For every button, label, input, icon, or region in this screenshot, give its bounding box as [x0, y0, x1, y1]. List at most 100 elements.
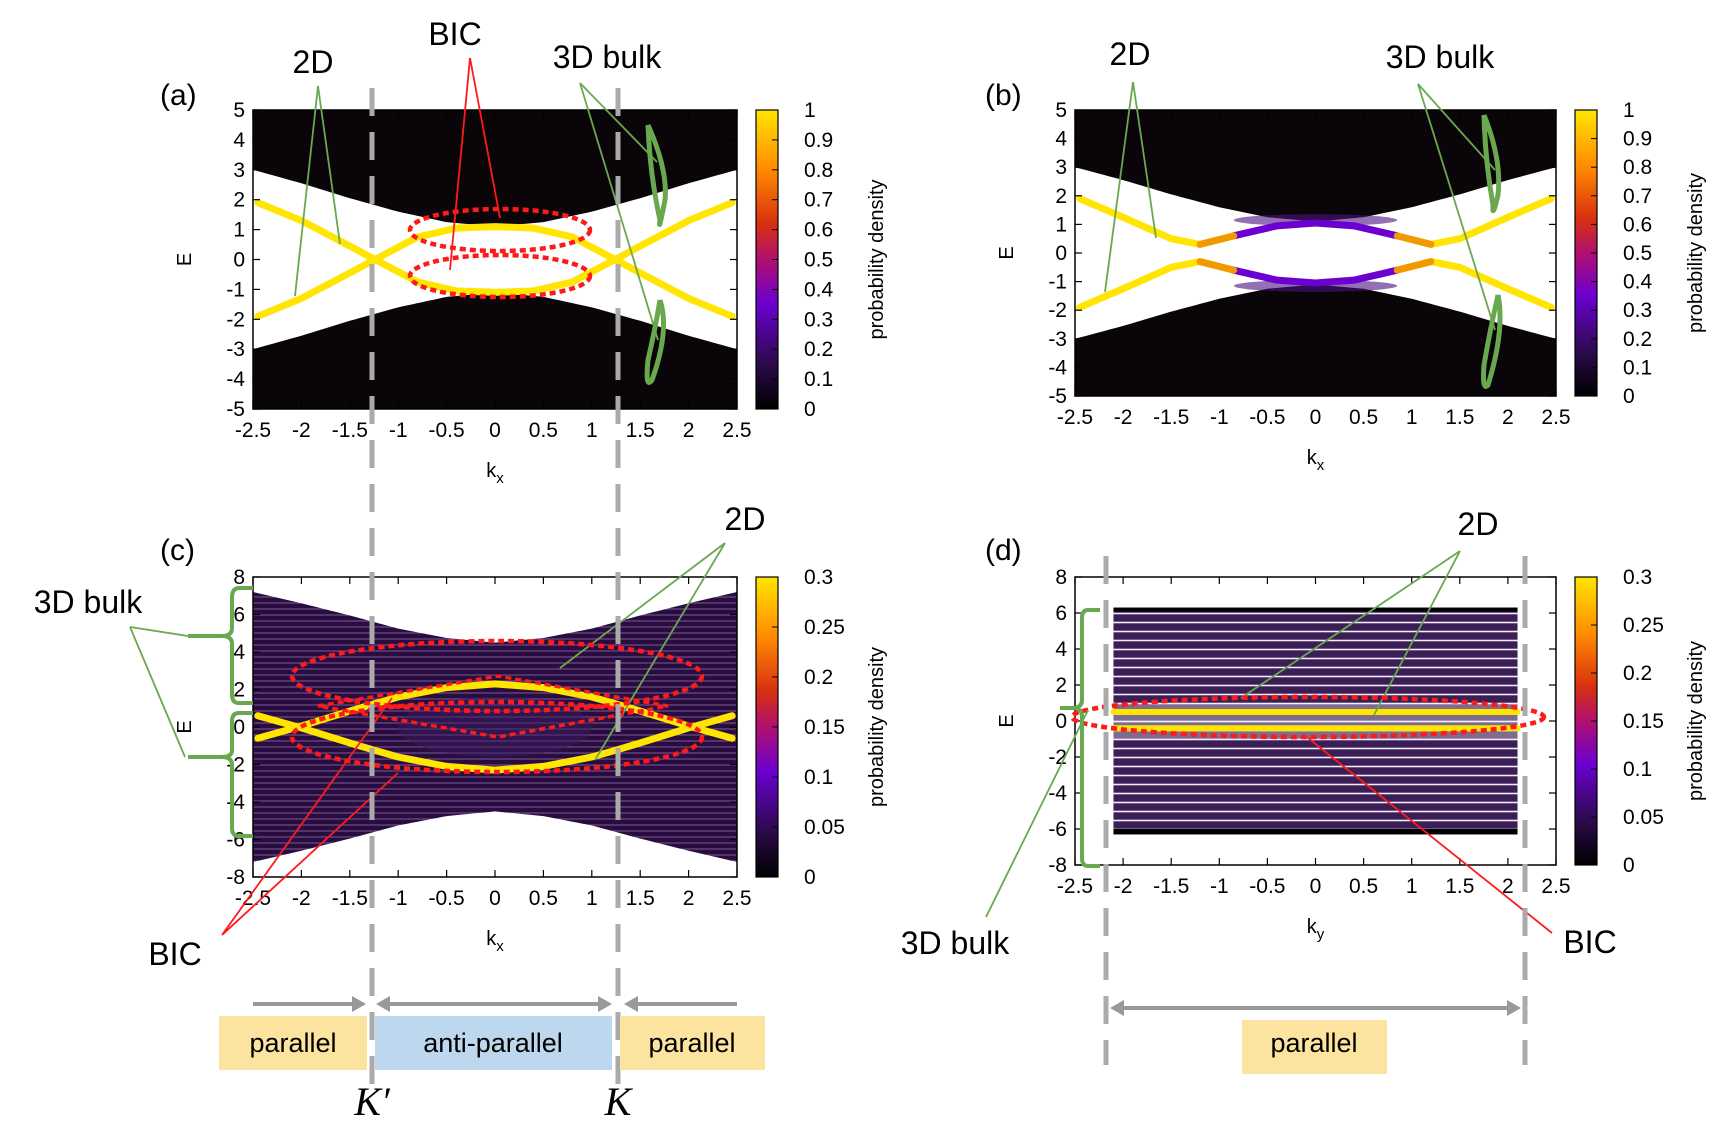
antiparallel-label: anti-parallel — [423, 1028, 563, 1058]
transition-0 — [1196, 232, 1238, 248]
x-tick-label: -2 — [1114, 875, 1133, 898]
bic-ellipse-a-lower — [407, 252, 593, 300]
colorbar-tick-label: 0 — [804, 866, 816, 889]
y-tick-label: 0 — [1055, 242, 1067, 265]
y-tick-label: 1 — [233, 219, 245, 242]
colorbar-tick-label: 0.6 — [804, 219, 833, 242]
y-tick-label: 1 — [1055, 213, 1067, 236]
y-tick-label: 0 — [1055, 710, 1067, 733]
colorbar-tick-label: 0.7 — [804, 189, 833, 212]
annotation-line — [559, 542, 726, 669]
region-arrows — [253, 996, 1521, 1016]
annotation-line — [129, 626, 186, 758]
x-tick-label: 0.5 — [1349, 875, 1378, 898]
colorbar-tick-label: 0 — [1623, 854, 1635, 877]
annotation-line — [1417, 83, 1496, 331]
y-tick-label: -4 — [226, 368, 245, 391]
annotation-line — [221, 772, 399, 936]
annotation-line — [579, 82, 658, 163]
y-tick-label: 4 — [1055, 638, 1067, 661]
panel-label-a: (a) — [160, 79, 197, 112]
x-tick-label: 0 — [489, 887, 501, 910]
k-label: K — [604, 1079, 634, 1121]
x-tick-label: 1.5 — [626, 419, 655, 442]
y-tick-label: 8 — [233, 566, 245, 589]
x-axis-label: kx — [486, 460, 504, 487]
y-tick-label: 5 — [1055, 99, 1067, 122]
y-tick-label: 4 — [233, 129, 245, 152]
x-tick-label: -2.5 — [1057, 875, 1093, 898]
colorbar-tick-label: 0.9 — [1623, 128, 1652, 151]
y-tick-label: -5 — [226, 398, 245, 421]
surface-curve-1 — [254, 199, 736, 320]
panel-label-d: (d) — [985, 534, 1022, 567]
annotation-line — [1307, 737, 1553, 934]
bulk-bottom-edge — [1113, 829, 1518, 835]
bracket-b-lower — [1481, 294, 1503, 389]
x-tick-label: 2 — [1502, 875, 1514, 898]
surface-curve-2 — [1076, 258, 1238, 311]
x-tick-label: -2.5 — [235, 419, 271, 442]
surface-curve-4 — [1230, 219, 1401, 240]
y-axis-label: E — [174, 253, 196, 266]
x-tick-label: -1.5 — [1153, 406, 1189, 429]
x-tick-label: 2.5 — [1541, 406, 1570, 429]
y-tick-label: -6 — [1048, 818, 1067, 841]
y-tick-label: -6 — [226, 829, 245, 852]
x-tick-label: -1.5 — [332, 887, 368, 910]
x-tick-label: -1 — [1210, 406, 1229, 429]
bulk-region — [1113, 607, 1518, 835]
bracket-a-lower — [644, 299, 667, 385]
colorbar-tick-label: 0.3 — [804, 308, 833, 331]
y-tick-label: 4 — [1055, 128, 1067, 151]
colorbar-tick-label: 0.15 — [804, 716, 845, 739]
colorbar-tick-label: 1 — [1623, 99, 1635, 122]
annotation-3dbulk-b: 3D bulk — [1386, 39, 1496, 75]
annotation-2d-c: 2D — [725, 501, 766, 537]
colorbar-label: probability density — [1685, 173, 1707, 333]
annotation-line — [469, 57, 501, 219]
x-tick-label: -0.5 — [1249, 406, 1285, 429]
colorbar-tick-label: 0.25 — [804, 616, 845, 639]
surface-curve-0 — [254, 199, 736, 320]
panels: -2.5 -2 -1.5 -1 -0.5 0 0.5 1 1.5 2 2.5 -5 -4 -3 -2 -1 0 1… — [34, 16, 1707, 972]
y-tick-label: 2 — [1055, 185, 1067, 208]
colorbar-tick-label: 0.15 — [1623, 710, 1664, 733]
y-tick-label: 2 — [1055, 674, 1067, 697]
colorbar-label: probability density — [866, 179, 888, 339]
annotation-line — [1132, 81, 1157, 239]
bic-ellipse-d — [1069, 694, 1547, 740]
annotation-3dbulk-a: 3D bulk — [553, 39, 663, 75]
colorbar-tick-label: 0.3 — [1623, 299, 1652, 322]
colorbar-tick-label: 0.25 — [1623, 614, 1664, 637]
y-tick-label: -2 — [1048, 299, 1067, 322]
colorbar-tick-label: 0.1 — [1623, 758, 1652, 781]
x-tick-label: -2 — [292, 419, 311, 442]
colorbar-tick-label: 0.2 — [1623, 662, 1652, 685]
x-tick-label: 1 — [1406, 875, 1418, 898]
bulk-top-edge — [1113, 607, 1518, 612]
annotation-2d-a: 2D — [293, 44, 334, 80]
bulk-band-lower — [1075, 284, 1556, 396]
annotation-line — [294, 85, 319, 297]
x-tick-label: 0 — [1310, 875, 1322, 898]
annotation-2d-b: 2D — [1110, 36, 1151, 72]
annotation-3dbulk-d: 3D bulk — [901, 925, 1011, 961]
kprime-label: K′ — [353, 1079, 391, 1121]
x-tick-label: -0.5 — [429, 887, 465, 910]
x-tick-label: 2 — [683, 419, 695, 442]
colorbar-tick-label: 0.5 — [804, 249, 833, 272]
annotation-3dbulk-c: 3D bulk — [34, 584, 144, 620]
y-tick-label: 0 — [233, 716, 245, 739]
y-tick-label: 2 — [233, 189, 245, 212]
y-tick-label: -3 — [226, 338, 245, 361]
x-tick-label: 1.5 — [626, 887, 655, 910]
y-tick-label: -4 — [1048, 782, 1067, 805]
surface-curve-1 — [1393, 195, 1555, 248]
panel-label-c: (c) — [160, 534, 195, 567]
colorbar-tick-label: 0.9 — [804, 129, 833, 152]
colorbar-tick-label: 0.8 — [1623, 156, 1652, 179]
y-tick-label: -4 — [1048, 356, 1067, 379]
surface-curve-3 — [1393, 258, 1555, 311]
x-axis-label: kx — [486, 928, 504, 955]
